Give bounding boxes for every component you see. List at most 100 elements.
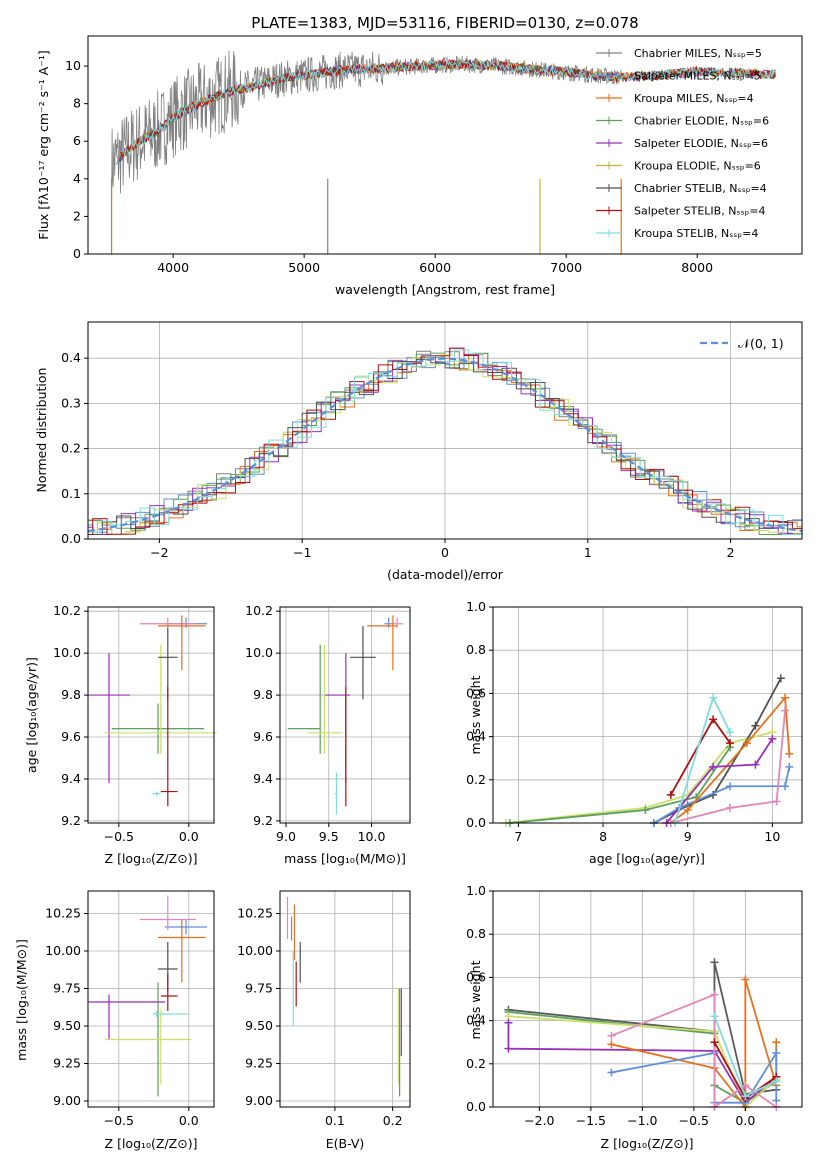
y-tick-label: 10.0 xyxy=(53,645,81,660)
x-tick-label: 4000 xyxy=(157,260,189,275)
axes-age-vs-mass xyxy=(280,607,410,823)
axes-frame xyxy=(279,890,411,1108)
y-tick-label: 0.2 xyxy=(466,772,486,787)
y-tick-label: 2 xyxy=(73,208,81,223)
y-axis-label: age [log₁₀(age/yr)] xyxy=(24,657,39,773)
histogram-step xyxy=(88,358,802,535)
weight-marker xyxy=(741,1092,750,1101)
y-tick-label: 9.75 xyxy=(53,981,81,996)
spectrum-model xyxy=(120,59,777,156)
y-tick-label: 9.4 xyxy=(61,771,81,786)
y-tick-label: 9.50 xyxy=(245,1018,273,1033)
y-tick-label: 0.4 xyxy=(466,729,486,744)
y-tick-label: 10.25 xyxy=(237,906,273,921)
x-tick-label: 0.1 xyxy=(325,1113,345,1128)
weight-marker xyxy=(781,782,790,791)
y-tick-label: 9.50 xyxy=(53,1018,81,1033)
y-tick-label: 9.25 xyxy=(53,1056,81,1071)
y-tick-label: 9.00 xyxy=(53,1093,81,1108)
y-tick-label: 0 xyxy=(73,246,81,261)
x-tick-label: 7 xyxy=(514,829,522,844)
axes-mass-vs-Z xyxy=(88,891,214,1107)
x-axis-label: (data-model)/error xyxy=(387,567,504,582)
y-axis-label: Flux [fλ10⁻¹⁷ erg cm⁻² s⁻¹ A⁻¹] xyxy=(36,50,51,239)
x-tick-label: 0.0 xyxy=(735,1113,755,1128)
chart-title: PLATE=1383, MJD=53116, FIBERID=0130, z=0… xyxy=(251,14,638,32)
histogram-step xyxy=(88,352,802,535)
x-tick-label: 0.0 xyxy=(179,1113,199,1128)
y-axis-label: mass weight xyxy=(468,675,483,754)
weight-marker xyxy=(726,782,735,791)
x-tick-label: −0.5 xyxy=(104,1113,134,1128)
y-tick-label: 0.6 xyxy=(466,685,486,700)
weight-marker xyxy=(710,990,719,999)
x-tick-label: 7000 xyxy=(550,260,582,275)
weight-line xyxy=(509,746,731,824)
y-tick-label: 10.25 xyxy=(45,906,81,921)
x-axis-label: mass [log₁₀(M/M⊙)] xyxy=(284,851,406,866)
weight-marker xyxy=(709,715,718,724)
weight-marker xyxy=(504,1044,513,1053)
weight-marker xyxy=(751,721,760,730)
legend-entry: Salpeter MILES, Nₛₛₚ=5 xyxy=(634,70,761,83)
x-axis-label: age [log₁₀(age/yr)] xyxy=(589,851,705,866)
y-tick-label: 1.0 xyxy=(466,599,486,614)
weight-marker xyxy=(772,1038,781,1047)
weight-line xyxy=(505,731,773,824)
weight-marker xyxy=(607,1068,616,1077)
axes-frame xyxy=(279,606,411,824)
weight-marker xyxy=(741,1081,750,1090)
x-tick-label: 8000 xyxy=(681,260,713,275)
x-tick-label: 8 xyxy=(599,829,607,844)
y-tick-label: 8 xyxy=(73,96,81,111)
y-axis-label: mass [log₁₀(M/M⊙)] xyxy=(14,939,29,1061)
y-tick-label: 9.6 xyxy=(61,729,81,744)
weight-marker xyxy=(641,806,650,815)
weight-marker xyxy=(607,1040,616,1049)
y-tick-label: 0.4 xyxy=(466,1013,486,1028)
weight-line xyxy=(665,738,774,824)
y-tick-label: 0.6 xyxy=(466,969,486,984)
y-tick-label: 0.8 xyxy=(466,926,486,941)
y-tick-label: 10 xyxy=(65,58,81,73)
weight-marker xyxy=(710,1012,719,1021)
y-tick-label: 10.0 xyxy=(245,645,273,660)
x-axis-label: wavelength [Angstrom, rest frame] xyxy=(335,282,555,297)
x-tick-label: 10.0 xyxy=(358,829,386,844)
y-tick-label: 9.00 xyxy=(245,1093,273,1108)
y-tick-label: 10.00 xyxy=(45,943,81,958)
y-tick-label: 9.8 xyxy=(253,687,273,702)
weight-marker xyxy=(781,706,790,715)
weight-marker xyxy=(683,806,692,815)
legend-entry: Chabrier STELIB, Nₛₛₚ=4 xyxy=(634,182,767,195)
weight-marker xyxy=(776,674,785,683)
x-tick-label: 0.2 xyxy=(383,1113,403,1128)
y-tick-label: 0.4 xyxy=(61,350,81,365)
weight-marker xyxy=(710,958,719,967)
weight-marker xyxy=(726,739,735,748)
y-tick-label: 10.00 xyxy=(237,943,273,958)
weight-marker xyxy=(710,1038,719,1047)
x-tick-label: 10 xyxy=(764,829,780,844)
y-tick-label: 9.75 xyxy=(245,981,273,996)
weight-marker xyxy=(504,1018,513,1027)
y-tick-label: 9.2 xyxy=(61,813,81,828)
axes-weight-vs-age xyxy=(493,606,802,824)
x-tick-label: −1.5 xyxy=(576,1113,606,1128)
y-tick-label: 1.0 xyxy=(466,883,486,898)
x-axis-label: Z [log₁₀(Z/Z⊙)] xyxy=(105,851,198,866)
x-axis-label: Z [log₁₀(Z/Z⊙)] xyxy=(105,1136,198,1151)
weight-line xyxy=(653,677,782,824)
histograms xyxy=(88,347,802,535)
weight-line xyxy=(611,1049,778,1104)
y-tick-label: 0.8 xyxy=(466,642,486,657)
weight-marker xyxy=(772,1077,781,1086)
y-tick-label: 0.1 xyxy=(61,486,81,501)
axes-frame xyxy=(492,890,803,1108)
weight-marker xyxy=(751,760,760,769)
y-tick-label: 10.2 xyxy=(53,603,81,618)
x-tick-label: 9 xyxy=(684,829,692,844)
histogram-step xyxy=(88,354,802,535)
x-tick-label: −0.5 xyxy=(679,1113,709,1128)
